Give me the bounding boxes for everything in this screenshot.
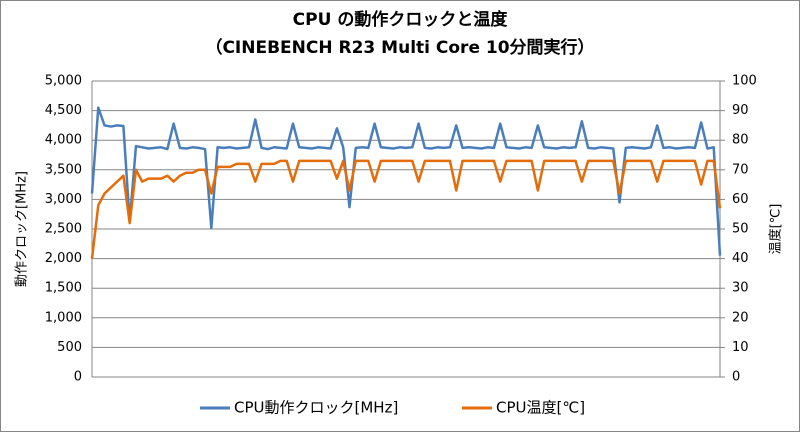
- chart-title: CPU の動作クロックと温度: [293, 9, 509, 30]
- legend-label: CPU動作クロック[MHz]: [234, 399, 398, 417]
- y2-tick-label: 20: [732, 310, 749, 325]
- y2-tick-label: 40: [732, 251, 749, 266]
- y-tick-label: 0: [74, 370, 82, 385]
- y2-tick-label: 0: [732, 370, 740, 385]
- y2-axis-label: 温度[℃]: [768, 204, 784, 255]
- y-tick-label: 500: [57, 340, 82, 355]
- y-tick-label: 4,000: [45, 133, 82, 148]
- y2-tick-label: 70: [732, 162, 749, 177]
- y-tick-label: 2,500: [45, 222, 82, 237]
- y2-tick-label: 100: [732, 74, 757, 89]
- y-tick-label: 2,000: [45, 251, 82, 266]
- y-tick-label: 1,000: [45, 310, 82, 325]
- y-tick-label: 1,500: [45, 281, 82, 296]
- y-tick-label: 4,500: [45, 103, 82, 118]
- y2-tick-label: 60: [732, 192, 749, 207]
- y2-tick-label: 10: [732, 340, 749, 355]
- y-tick-label: 3,500: [45, 162, 82, 177]
- legend-label: CPU温度[℃]: [496, 399, 585, 417]
- y2-tick-label: 30: [732, 281, 749, 296]
- y-tick-label: 3,000: [45, 192, 82, 207]
- y2-tick-label: 50: [732, 222, 749, 237]
- y2-tick-label: 90: [732, 103, 749, 118]
- chart-subtitle: （CINEBENCH R23 Multi Core 10分間実行）: [205, 37, 594, 58]
- y2-tick-label: 80: [732, 133, 749, 148]
- y-axis-label: 動作クロック[MHz]: [15, 171, 30, 287]
- y-tick-label: 5,000: [45, 74, 82, 89]
- series-line: [90, 159, 722, 259]
